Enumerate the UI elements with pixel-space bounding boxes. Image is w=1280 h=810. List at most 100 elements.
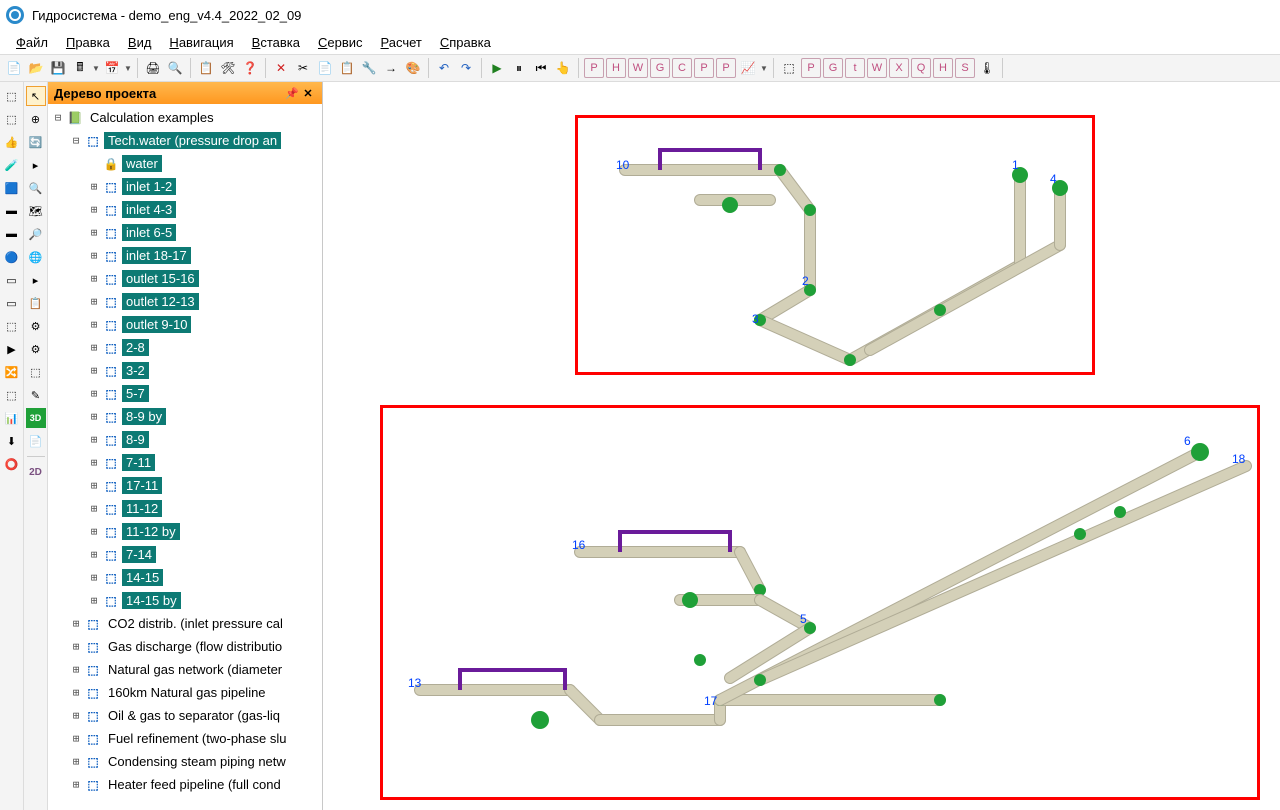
tree-row[interactable]: ⊞⬚Condensing steam piping netw — [48, 750, 322, 773]
tb-grp1-dropdown[interactable]: ▼ — [92, 64, 100, 73]
tree-row[interactable]: ⊞⬚inlet 6-5 — [48, 221, 322, 244]
tree-expand-icon[interactable]: ⊞ — [70, 686, 82, 699]
tb-grp8-btn-8[interactable]: S — [955, 58, 975, 78]
tree-node-label[interactable]: 17-11 — [122, 477, 162, 494]
tb-grp7-dropdown[interactable]: ▼ — [760, 64, 768, 73]
tree-expand-icon[interactable]: ⊟ — [70, 134, 82, 147]
tree-node-label[interactable]: 11-12 by — [122, 523, 180, 540]
tree-row[interactable]: ⊟⬚Tech.water (pressure drop an — [48, 129, 322, 152]
vcol2-btn-0[interactable]: ↖ — [26, 86, 46, 106]
tb-grp3-btn-2[interactable]: ❓ — [240, 58, 260, 78]
tree-expand-icon[interactable]: ⊞ — [88, 594, 100, 607]
vcol2-btn-6[interactable]: 🔎 — [26, 224, 46, 244]
tree-node-label[interactable]: Natural gas network (diameter — [104, 661, 286, 678]
tree-row[interactable]: ⊞⬚CO2 distrib. (inlet pressure cal — [48, 612, 322, 635]
tb-grp2-btn-1[interactable]: 🔍 — [165, 58, 185, 78]
tree-row[interactable]: ⊞⬚8-9 — [48, 428, 322, 451]
model-viewport[interactable]: 1014231661851317 — [323, 82, 1280, 810]
tree-expand-icon[interactable]: ⊞ — [70, 778, 82, 791]
vcol2-btn-14[interactable]: 3D — [26, 408, 46, 428]
tree-row[interactable]: ⊞⬚11-12 — [48, 497, 322, 520]
tree-expand-icon[interactable]: ⊞ — [70, 755, 82, 768]
tree-node-label[interactable]: 8-9 by — [122, 408, 166, 425]
vcol2-btn-13[interactable]: ✎ — [26, 385, 46, 405]
tree-node-label[interactable]: 14-15 by — [122, 592, 181, 609]
vcol2-btn-17[interactable]: 2D — [26, 462, 46, 482]
tree-body[interactable]: ⊟📗Calculation examples⊟⬚Tech.water (pres… — [48, 104, 322, 810]
tb-grp1-btn-5[interactable]: 📅 — [102, 58, 122, 78]
tree-expand-icon[interactable]: ⊞ — [88, 272, 100, 285]
tree-node-label[interactable]: 2-8 — [122, 339, 149, 356]
vcol1-btn-6[interactable]: ▬ — [2, 224, 22, 244]
tree-node-label[interactable]: 7-11 — [122, 454, 155, 471]
tree-row[interactable]: ⊞⬚8-9 by — [48, 405, 322, 428]
tree-node-label[interactable]: water — [122, 155, 162, 172]
vcol2-btn-1[interactable]: ⊕ — [26, 109, 46, 129]
vcol2-btn-5[interactable]: 🗺 — [26, 201, 46, 221]
tb-grp4-btn-1[interactable]: ✂ — [293, 58, 313, 78]
tb-grp7-btn-7[interactable]: 📈 — [738, 58, 758, 78]
tree-row[interactable]: ⊞⬚Heater feed pipeline (full cond — [48, 773, 322, 796]
vcol1-btn-11[interactable]: ▶ — [2, 339, 22, 359]
tree-expand-icon[interactable]: ⊞ — [88, 548, 100, 561]
tree-row[interactable]: ⊞⬚Gas discharge (flow distributio — [48, 635, 322, 658]
vcol1-btn-10[interactable]: ⬚ — [2, 316, 22, 336]
tree-row[interactable]: ⊞⬚Oil & gas to separator (gas-liq — [48, 704, 322, 727]
tree-expand-icon[interactable]: ⊞ — [70, 617, 82, 630]
tb-grp8-btn-2[interactable]: G — [823, 58, 843, 78]
vcol2-btn-11[interactable]: ⚙ — [26, 339, 46, 359]
vcol1-btn-13[interactable]: ⬚ — [2, 385, 22, 405]
vcol2-btn-12[interactable]: ⬚ — [26, 362, 46, 382]
tb-grp4-btn-5[interactable]: → — [381, 58, 401, 78]
tree-row[interactable]: ⊞⬚3-2 — [48, 359, 322, 382]
tree-node-label[interactable]: 8-9 — [122, 431, 149, 448]
tree-node-label[interactable]: 7-14 — [122, 546, 156, 563]
tb-grp7-btn-6[interactable]: P — [716, 58, 736, 78]
tree-node-label[interactable]: Calculation examples — [86, 109, 218, 126]
vcol2-btn-9[interactable]: 📋 — [26, 293, 46, 313]
vcol1-btn-12[interactable]: 🔀 — [2, 362, 22, 382]
tree-expand-icon[interactable]: ⊞ — [88, 525, 100, 538]
tb-grp4-btn-4[interactable]: 🔧 — [359, 58, 379, 78]
tb-grp4-btn-2[interactable]: 📄 — [315, 58, 335, 78]
tb-grp7-btn-4[interactable]: C — [672, 58, 692, 78]
tree-node-label[interactable]: outlet 15-16 — [122, 270, 199, 287]
tree-node-label[interactable]: 160km Natural gas pipeline — [104, 684, 270, 701]
pin-icon[interactable]: 📌 — [284, 87, 300, 100]
tb-grp8-btn-7[interactable]: H — [933, 58, 953, 78]
tree-expand-icon[interactable]: ⊞ — [88, 479, 100, 492]
menu-навигация[interactable]: Навигация — [161, 33, 241, 52]
vcol1-btn-14[interactable]: 📊 — [2, 408, 22, 428]
vcol2-btn-8[interactable]: ▸ — [26, 270, 46, 290]
tb-grp7-btn-3[interactable]: G — [650, 58, 670, 78]
tree-row[interactable]: ⊞⬚outlet 12-13 — [48, 290, 322, 313]
tree-expand-icon[interactable]: ⊞ — [88, 502, 100, 515]
vcol1-btn-16[interactable]: ⭕ — [2, 454, 22, 474]
tree-node-label[interactable]: inlet 4-3 — [122, 201, 176, 218]
menu-вставка[interactable]: Вставка — [244, 33, 308, 52]
tb-grp5-btn-1[interactable]: ↷ — [456, 58, 476, 78]
tb-grp8-btn-0[interactable]: ⬚ — [779, 58, 799, 78]
tree-row[interactable]: ⊞⬚14-15 by — [48, 589, 322, 612]
tree-row[interactable]: ⊞⬚17-11 — [48, 474, 322, 497]
tb-grp8-btn-6[interactable]: Q — [911, 58, 931, 78]
tree-expand-icon[interactable]: ⊞ — [88, 295, 100, 308]
tree-row[interactable]: ⊞⬚inlet 4-3 — [48, 198, 322, 221]
tree-node-label[interactable]: inlet 6-5 — [122, 224, 176, 241]
tree-expand-icon[interactable]: ⊞ — [88, 180, 100, 193]
menu-расчет[interactable]: Расчет — [373, 33, 430, 52]
tb-grp4-btn-6[interactable]: 🎨 — [403, 58, 423, 78]
tb-grp7-btn-5[interactable]: P — [694, 58, 714, 78]
vcol1-btn-5[interactable]: ▬ — [2, 201, 22, 221]
tree-expand-icon[interactable]: ⊞ — [70, 663, 82, 676]
tb-grp8-btn-1[interactable]: P — [801, 58, 821, 78]
tree-row[interactable]: ⊞⬚Fuel refinement (two-phase slu — [48, 727, 322, 750]
tree-expand-icon[interactable]: ⊞ — [88, 226, 100, 239]
tree-row[interactable]: ⊞⬚11-12 by — [48, 520, 322, 543]
vcol1-btn-1[interactable]: ⬚ — [2, 109, 22, 129]
tree-node-label[interactable]: outlet 12-13 — [122, 293, 199, 310]
tb-grp4-btn-0[interactable]: ✕ — [271, 58, 291, 78]
vcol2-btn-10[interactable]: ⚙ — [26, 316, 46, 336]
vcol2-btn-7[interactable]: 🌐 — [26, 247, 46, 267]
vcol2-btn-2[interactable]: 🔄 — [26, 132, 46, 152]
